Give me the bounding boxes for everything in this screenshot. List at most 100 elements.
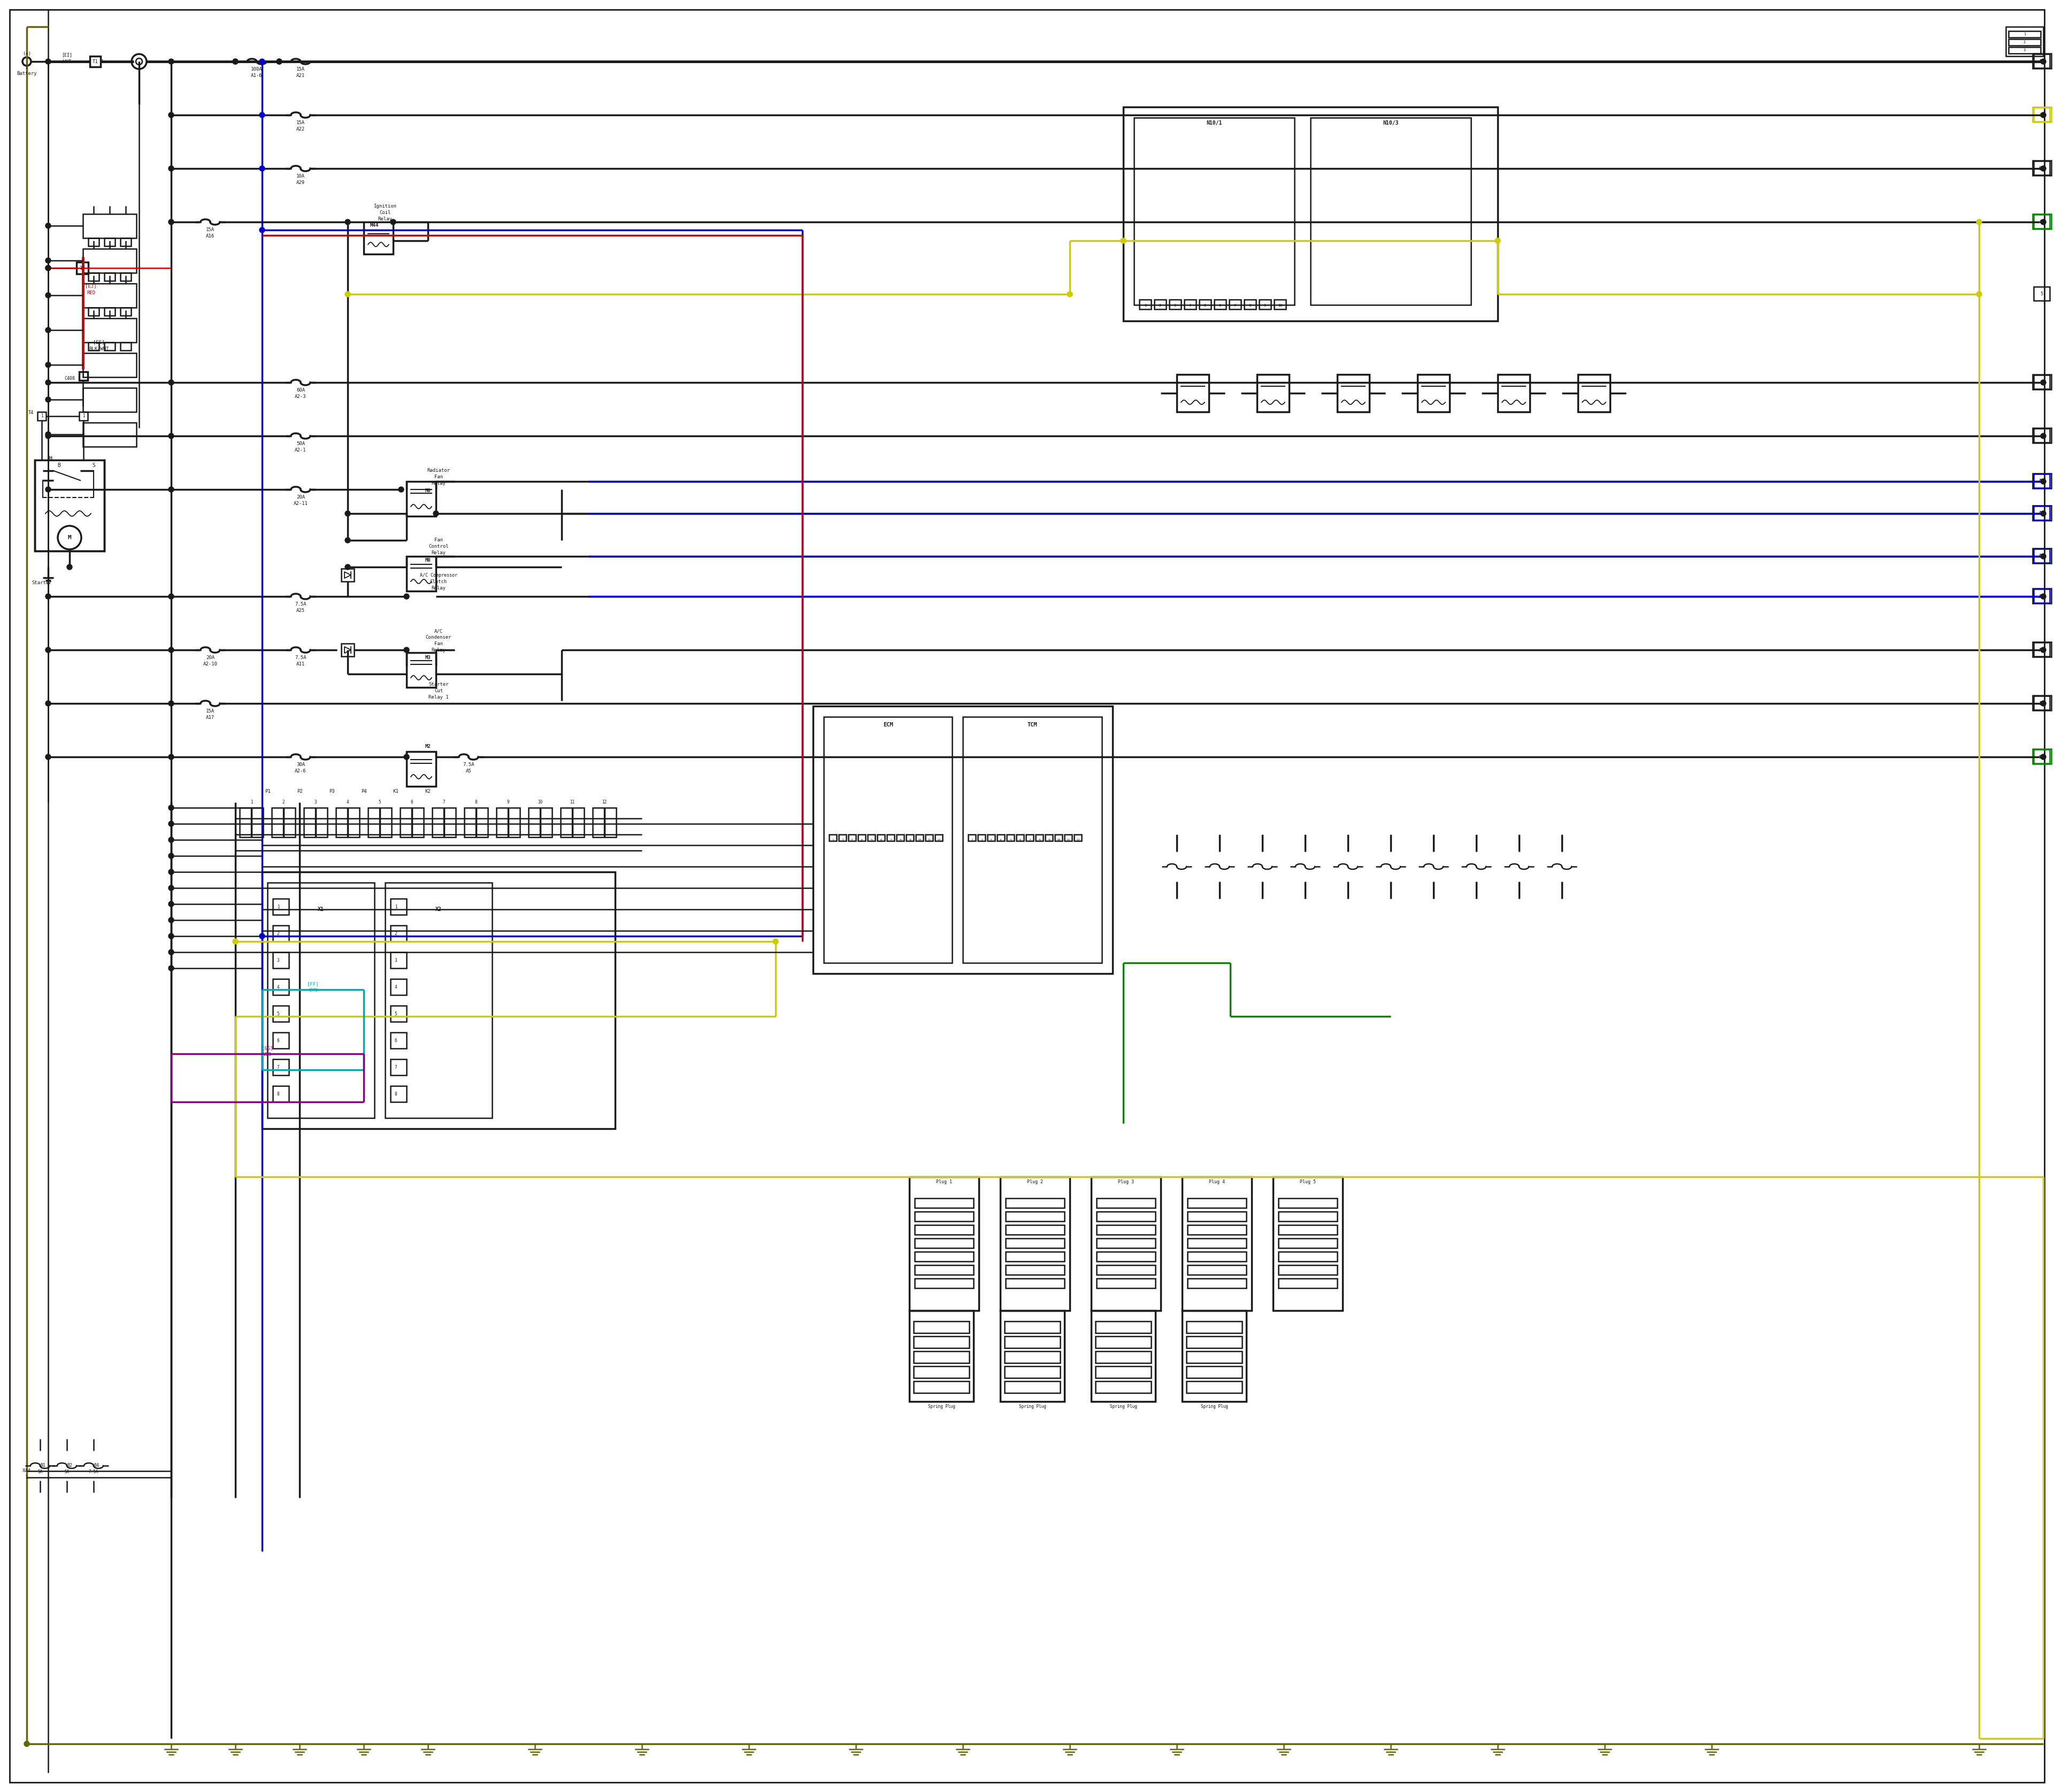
Text: 0: 0 <box>2040 434 2044 439</box>
Bar <box>1045 835 1052 840</box>
Text: Relay: Relay <box>431 482 446 486</box>
Circle shape <box>45 647 51 652</box>
Bar <box>914 1238 974 1247</box>
Circle shape <box>2040 593 2046 599</box>
Bar <box>2033 749 2052 763</box>
Circle shape <box>1121 238 1126 244</box>
Bar <box>82 249 136 272</box>
Bar <box>1273 1177 1343 1310</box>
Text: A/C: A/C <box>433 629 444 634</box>
Text: 6: 6 <box>411 799 413 805</box>
Bar <box>1004 1382 1060 1392</box>
Bar <box>906 835 914 840</box>
Bar <box>82 387 136 412</box>
Bar <box>407 556 435 591</box>
Text: 50A: 50A <box>296 441 304 446</box>
Text: K2: K2 <box>425 788 431 794</box>
Text: P4: P4 <box>362 788 366 794</box>
Circle shape <box>405 647 409 652</box>
Bar <box>1187 1278 1247 1288</box>
Text: A2: A2 <box>2040 478 2044 484</box>
Bar <box>2033 215 2050 228</box>
Text: Starter: Starter <box>31 581 51 586</box>
Bar <box>1006 1253 1064 1262</box>
Bar <box>304 808 327 837</box>
Bar <box>2033 161 2050 176</box>
Text: B1: B1 <box>41 1464 45 1468</box>
Bar <box>401 808 423 837</box>
Circle shape <box>2040 511 2046 516</box>
Text: A6: A6 <box>2040 554 2044 559</box>
Bar <box>1187 1351 1243 1364</box>
Text: Condenser: Condenser <box>425 634 452 640</box>
Bar <box>1134 118 1294 305</box>
Text: 15A: 15A <box>205 708 214 713</box>
Bar <box>838 835 846 840</box>
Bar <box>967 835 976 840</box>
Text: 2: 2 <box>1158 305 1161 306</box>
Text: A1-6: A1-6 <box>251 73 263 77</box>
Text: 5: 5 <box>378 799 380 805</box>
Bar <box>1278 1199 1337 1208</box>
Circle shape <box>168 837 175 842</box>
Text: 5A: 5A <box>64 1469 70 1475</box>
Bar <box>1006 1211 1064 1220</box>
Bar <box>2033 643 2050 656</box>
Bar <box>80 412 88 421</box>
Bar <box>37 412 45 421</box>
Text: X1: X1 <box>318 907 325 912</box>
Text: A2: A2 <box>2040 478 2044 484</box>
Text: VIO: VIO <box>263 1052 271 1057</box>
Circle shape <box>2040 434 2046 439</box>
Text: 1: 1 <box>25 1475 29 1480</box>
Bar <box>390 952 407 968</box>
Text: A25: A25 <box>296 607 304 613</box>
Text: Relay: Relay <box>378 217 392 220</box>
Text: Coil: Coil <box>380 210 390 215</box>
Bar <box>2033 473 2052 489</box>
Text: 1: 1 <box>394 905 396 909</box>
Bar <box>1000 1310 1064 1401</box>
Text: A2-3: A2-3 <box>296 394 306 400</box>
Text: Radiator: Radiator <box>427 468 450 473</box>
Circle shape <box>168 853 175 858</box>
Bar <box>1074 835 1082 840</box>
Bar <box>1187 1199 1247 1208</box>
Text: 6: 6 <box>277 1038 279 1043</box>
Bar <box>996 835 1004 840</box>
Bar <box>88 272 99 281</box>
Bar <box>2033 548 2052 563</box>
Circle shape <box>168 434 175 439</box>
Text: 1: 1 <box>25 65 29 70</box>
Bar <box>1097 1226 1154 1235</box>
Circle shape <box>232 59 238 65</box>
Text: 10A: 10A <box>296 174 304 179</box>
Text: 1: 1 <box>2023 32 2025 36</box>
Text: 11: 11 <box>1066 839 1070 840</box>
Text: (+): (+) <box>23 52 31 56</box>
Text: WHT: WHT <box>64 59 72 65</box>
Text: Fan: Fan <box>433 642 444 647</box>
Bar <box>390 1086 407 1102</box>
Bar <box>105 342 115 351</box>
Circle shape <box>345 292 351 297</box>
Text: P3: P3 <box>329 788 335 794</box>
Bar <box>1091 1177 1161 1310</box>
Bar <box>121 342 131 351</box>
Bar <box>337 808 359 837</box>
Bar <box>1187 1253 1247 1262</box>
Text: Clutch: Clutch <box>429 579 448 584</box>
Text: 10: 10 <box>1056 839 1060 840</box>
Circle shape <box>45 487 51 493</box>
Bar <box>1245 299 1255 310</box>
Text: 10: 10 <box>918 839 922 840</box>
Circle shape <box>2040 647 2046 652</box>
Bar <box>988 835 994 840</box>
Text: 15: 15 <box>80 265 86 271</box>
Bar <box>1278 1265 1337 1274</box>
Circle shape <box>168 219 175 224</box>
Circle shape <box>45 265 51 271</box>
Circle shape <box>45 396 51 401</box>
Text: 9: 9 <box>1263 305 1265 306</box>
Bar <box>121 308 131 315</box>
